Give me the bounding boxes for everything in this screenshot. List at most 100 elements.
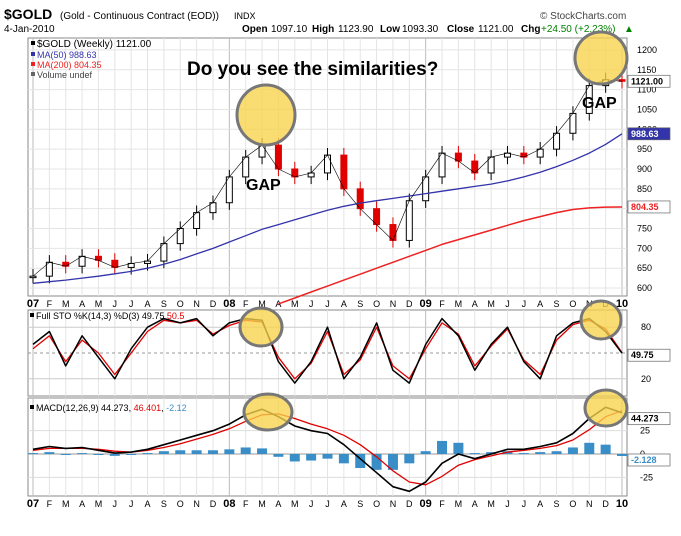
signal-value: 46.401 bbox=[134, 403, 162, 413]
x-tick-label-bottom: F bbox=[439, 499, 445, 509]
x-tick-label-bottom: 07 bbox=[27, 498, 39, 510]
price-tick-label: 850 bbox=[637, 184, 652, 194]
macd-histogram-bar bbox=[273, 454, 284, 457]
x-tick-label-bottom: D bbox=[406, 499, 413, 509]
gap-label-left: GAP bbox=[246, 177, 281, 194]
macd-value: 44.273 bbox=[101, 403, 129, 413]
macd-legend-text: MACD(12,26,9) 44.273, 46.401, -2.12 bbox=[36, 403, 187, 413]
ma200-legend-swatch bbox=[31, 62, 35, 66]
ticker-symbol: $GOLD bbox=[4, 6, 52, 22]
sto-legend-prefix: Full STO %K(14,3) %D(3) bbox=[36, 311, 142, 321]
x-tick-label-bottom: A bbox=[145, 499, 151, 509]
x-tick-label-top: S bbox=[161, 299, 167, 309]
macd-histogram-bar bbox=[240, 447, 251, 454]
x-axis-top: 07FMAMJJASOND08FMAMJJASOND09FMAMJJASOND1… bbox=[27, 298, 628, 310]
sto-axis: 80502049.75 bbox=[28, 322, 671, 384]
x-axis-bottom: 07 F M A M J J A S O N D 08 F M A M J J A S O N D 09 F M A M J J A S O N D 1… bbox=[27, 498, 628, 510]
macd-histogram-bar bbox=[600, 444, 611, 454]
x-tick-label-bottom: O bbox=[569, 499, 576, 509]
ma200-legend-label: MA(200) 804.35 bbox=[37, 60, 102, 70]
x-tick-label-top: A bbox=[472, 299, 478, 309]
x-tick-label-bottom: M bbox=[291, 499, 299, 509]
x-tick-label-top: S bbox=[554, 299, 560, 309]
x-tick-label-top: O bbox=[569, 299, 576, 309]
sto-legend-text: Full STO %K(14,3) %D(3) 49.75 50.5 bbox=[36, 311, 184, 321]
x-tick-label-top: 07 bbox=[27, 298, 39, 310]
x-tick-label-top: F bbox=[243, 299, 249, 309]
macd-histogram-bar bbox=[93, 454, 104, 455]
x-tick-label-bottom: M bbox=[258, 499, 266, 509]
hist-tag-box bbox=[627, 453, 671, 467]
macd-histogram-bar bbox=[551, 451, 562, 454]
x-tick-label-bottom: F bbox=[47, 499, 53, 509]
date-label: 4-Jan-2010 bbox=[4, 24, 55, 35]
x-tick-label-bottom: J bbox=[113, 499, 118, 509]
x-tick-label-top: J bbox=[505, 299, 510, 309]
highlight-circle-sto-2008 bbox=[238, 306, 284, 348]
x-tick-label-top: A bbox=[537, 299, 543, 309]
price-tick-label: 1100 bbox=[637, 85, 656, 95]
sto-d-value: 50.5 bbox=[167, 311, 185, 321]
macd-histogram-bar bbox=[175, 450, 186, 454]
price-legend-label: $GOLD (Weekly) 1121.00 bbox=[37, 39, 152, 50]
price-legend-swatch bbox=[31, 41, 35, 45]
low-label: Low bbox=[380, 24, 400, 35]
x-tick-label-bottom: M bbox=[487, 499, 495, 509]
close-value: 1121.00 bbox=[478, 24, 514, 35]
gap-label-right: GAP bbox=[582, 95, 617, 112]
x-tick-label-top: J bbox=[113, 299, 118, 309]
x-tick-label-bottom: F bbox=[243, 499, 249, 509]
price-bar bbox=[225, 176, 233, 204]
macd-histogram-bar bbox=[535, 452, 546, 454]
macd-histogram-bar bbox=[617, 454, 627, 456]
x-tick-label-top: J bbox=[325, 299, 330, 309]
x-tick-label-bottom: M bbox=[62, 499, 70, 509]
grid-lines bbox=[28, 38, 627, 496]
close-label: Close bbox=[447, 24, 475, 35]
macd-histogram-bar bbox=[371, 454, 382, 470]
x-tick-label-top: A bbox=[275, 299, 281, 309]
highlight-circle-macd-2009 bbox=[583, 388, 629, 428]
price-tick-label: 650 bbox=[637, 263, 652, 273]
price-tick-label: 1200 bbox=[637, 45, 657, 55]
sto-tick-label: 80 bbox=[641, 322, 651, 332]
x-tick-label-top: A bbox=[145, 299, 151, 309]
macd-histogram-bar bbox=[355, 454, 366, 468]
price-tick-label: 600 bbox=[637, 283, 652, 293]
x-tick-label-top: M bbox=[291, 299, 299, 309]
macd-histogram-bar bbox=[322, 454, 333, 459]
x-tick-label-top: J bbox=[522, 299, 527, 309]
macd-histogram-bar bbox=[486, 452, 497, 454]
sto-k-line bbox=[32, 317, 623, 384]
x-tick-label-top: D bbox=[210, 299, 217, 309]
x-tick-label-top: M bbox=[62, 299, 70, 309]
macd-histogram-bar bbox=[224, 449, 235, 454]
price-bar bbox=[438, 152, 446, 178]
price-bar bbox=[274, 144, 282, 170]
ma50-legend-label: MA(50) 988.63 bbox=[37, 50, 97, 60]
price-close-line bbox=[32, 79, 623, 277]
chg-label: Chg bbox=[521, 24, 540, 35]
x-tick-label-top: N bbox=[193, 299, 200, 309]
price-tick-label: 700 bbox=[637, 243, 652, 253]
ma200-tag-box bbox=[627, 200, 671, 214]
x-tick-label-bottom: J bbox=[522, 499, 527, 509]
x-tick-label-top: J bbox=[129, 299, 134, 309]
volume-legend-label: Volume undef bbox=[37, 70, 93, 80]
sto-tick-label: 20 bbox=[641, 374, 651, 384]
ma50-line bbox=[32, 133, 623, 284]
x-tick-label-top: M bbox=[258, 299, 266, 309]
sto-series bbox=[32, 317, 623, 384]
x-tick-label-bottom: O bbox=[373, 499, 380, 509]
histogram-value: -2.12 bbox=[166, 403, 187, 413]
x-tick-label-bottom: M bbox=[455, 499, 463, 509]
x-tick-label-top: F bbox=[47, 299, 53, 309]
macd-histogram-bar bbox=[142, 453, 153, 455]
x-tick-label-top: O bbox=[373, 299, 380, 309]
x-tick-label-bottom: D bbox=[602, 499, 609, 509]
macd-tag-box bbox=[627, 412, 671, 426]
high-value: 1123.90 bbox=[338, 24, 374, 35]
x-tick-label-top: 09 bbox=[420, 298, 432, 310]
price-axis: 1200115011001050100095090085080075070065… bbox=[627, 45, 671, 293]
